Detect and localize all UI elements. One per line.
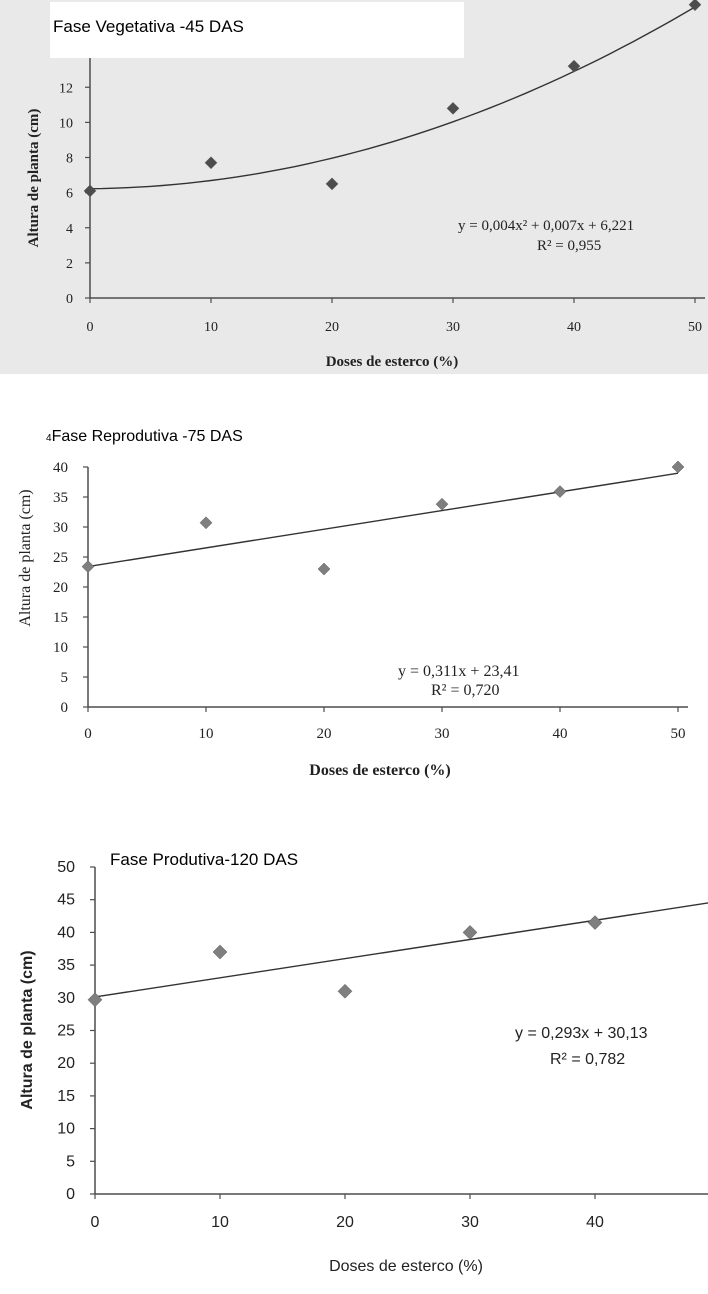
chart-2-equation: y = 0,311x + 23,41 xyxy=(398,663,519,680)
chart-3-x-tick-label: 40 xyxy=(586,1214,604,1231)
chart-vegetativa: 0246810121401020304050y = 0,004x² + 0,00… xyxy=(0,0,708,374)
chart-1-y-axis-label: Altura de planta (cm) xyxy=(26,109,42,248)
chart-3-y-axis-label: Altura de planta (cm) xyxy=(19,950,36,1109)
chart-3-y-tick-label: 5 xyxy=(66,1153,75,1170)
chart-3-x-tick-label: 30 xyxy=(461,1214,479,1231)
chart-reprodutiva: 0 5 10 15 20 25 30 35 40 0 10 20 30 40 50 y = 0,311x + … xyxy=(0,380,708,800)
chart-2-data-point xyxy=(317,562,331,576)
chart-3-data-point xyxy=(462,925,478,940)
chart-3-y-tick-label: 15 xyxy=(57,1088,75,1105)
chart-1-x-tick-label: 10 xyxy=(204,320,218,335)
chart-1-x-axis-label: Doses de esterco (%) xyxy=(326,354,459,370)
chart-1-x-tick-label: 50 xyxy=(688,320,702,335)
chart-reprodutiva-title-text: Fase Reprodutiva -75 DAS xyxy=(51,428,243,445)
chart-2-x-tick-label: 20 xyxy=(317,726,332,742)
chart-3-data-point xyxy=(87,992,103,1008)
chart-produtiva-title: Fase Produtiva-120 DAS xyxy=(110,850,299,869)
chart-vegetativa-svg: 0246810121401020304050y = 0,004x² + 0,00… xyxy=(26,0,705,370)
chart-2-x-tick-label: 50 xyxy=(671,726,686,742)
chart-1-data-point xyxy=(204,156,218,170)
chart-3-x-tick-label: 20 xyxy=(336,1214,354,1231)
chart-2-x-tick-label: 10 xyxy=(199,726,214,742)
chart-3-y-tick-label: 35 xyxy=(57,957,75,974)
chart-1-data-point xyxy=(567,59,581,73)
chart-3-data-point xyxy=(337,983,353,999)
chart-3-y-tick-label: 20 xyxy=(57,1055,75,1072)
chart-1-trendline xyxy=(89,6,696,190)
chart-3-equation: y = 0,293x + 30,13 xyxy=(515,1025,648,1042)
chart-3-y-tick-label: 50 xyxy=(57,859,75,876)
chart-2-x-tick-label: 0 xyxy=(84,726,92,742)
chart-vegetativa-title-box: Fase Vegetativa -45 DAS xyxy=(50,2,464,58)
chart-1-x-tick-label: 0 xyxy=(87,320,94,335)
chart-2-y-tick-label: 25 xyxy=(53,550,68,566)
chart-2-y-tick-label: 5 xyxy=(61,670,69,686)
chart-1-x-tick-label: 40 xyxy=(567,320,581,335)
chart-3-data-point xyxy=(587,915,603,930)
chart-3-trendline xyxy=(94,902,708,998)
chart-reprodutiva-title-prefix: 4 xyxy=(46,433,52,444)
chart-1-y-tick-label: 10 xyxy=(59,116,73,131)
chart-1-equation: y = 0,004x² + 0,007x + 6,221 xyxy=(458,218,634,234)
chart-1-x-tick-label: 30 xyxy=(446,320,460,335)
chart-2-y-tick-label: 10 xyxy=(53,640,68,656)
chart-3-y-tick-label: 25 xyxy=(57,1023,75,1040)
chart-3-x-tick-label: 10 xyxy=(211,1214,229,1231)
chart-2-data-point xyxy=(553,485,567,498)
chart-3-x-tick-label: 0 xyxy=(91,1214,100,1231)
chart-produtiva-svg: 0 5 10 15 20 25 30 35 40 45 50 0 10 20 30 40 y = 0,293x … xyxy=(19,859,708,1275)
chart-1-y-tick-label: 12 xyxy=(59,81,73,96)
chart-3-x-axis-label: Doses de esterco (%) xyxy=(329,1258,483,1275)
chart-reprodutiva-svg: 0 5 10 15 20 25 30 35 40 0 10 20 30 40 50 y = 0,311x + … xyxy=(17,460,688,779)
chart-2-data-point xyxy=(199,516,213,530)
chart-2-data-point xyxy=(671,460,685,474)
chart-2-y-tick-label: 40 xyxy=(53,460,68,476)
chart-1-y-tick-label: 6 xyxy=(66,187,73,202)
chart-1-data-point xyxy=(325,177,339,191)
chart-2-data-point xyxy=(81,560,95,573)
chart-3-y-tick-label: 45 xyxy=(57,892,75,909)
chart-3-r2: R² = 0,782 xyxy=(550,1051,625,1068)
chart-1-y-tick-label: 4 xyxy=(66,222,73,237)
chart-3-y-tick-label: 30 xyxy=(57,990,75,1007)
chart-2-r2: R² = 0,720 xyxy=(431,682,500,699)
chart-2-x-tick-label: 40 xyxy=(553,726,568,742)
chart-2-y-axis-label: Altura de planta (cm) xyxy=(17,489,34,626)
chart-1-y-tick-label: 0 xyxy=(66,292,73,307)
chart-2-y-tick-label: 0 xyxy=(61,700,69,716)
chart-1-data-point xyxy=(688,0,702,12)
chart-1-data-point xyxy=(83,184,97,198)
chart-1-y-tick-label: 2 xyxy=(66,257,73,272)
chart-vegetativa-title: Fase Vegetativa -45 DAS xyxy=(53,17,244,36)
chart-1-x-tick-label: 20 xyxy=(325,320,339,335)
chart-produtiva: 0 5 10 15 20 25 30 35 40 45 50 0 10 20 30 40 y = 0,293x … xyxy=(0,820,708,1294)
chart-3-y-tick-label: 40 xyxy=(57,924,75,941)
chart-2-y-tick-label: 35 xyxy=(53,490,68,506)
chart-2-x-axis-label: Doses de esterco (%) xyxy=(309,762,450,779)
chart-2-y-tick-label: 20 xyxy=(53,580,68,596)
chart-2-data-point xyxy=(435,497,449,511)
chart-1-data-point xyxy=(446,101,460,115)
chart-2-trendline xyxy=(87,472,679,568)
chart-2-y-tick-label: 15 xyxy=(53,610,68,626)
chart-1-r2: R² = 0,955 xyxy=(537,238,601,254)
chart-3-data-point xyxy=(212,944,228,960)
chart-reprodutiva-title: 4Fase Reprodutiva -75 DAS xyxy=(46,428,243,446)
chart-1-y-tick-label: 8 xyxy=(66,152,73,167)
chart-2-x-tick-label: 30 xyxy=(435,726,450,742)
chart-3-y-tick-label: 0 xyxy=(66,1186,75,1203)
chart-3-y-tick-label: 10 xyxy=(57,1121,75,1138)
chart-2-y-tick-label: 30 xyxy=(53,520,68,536)
